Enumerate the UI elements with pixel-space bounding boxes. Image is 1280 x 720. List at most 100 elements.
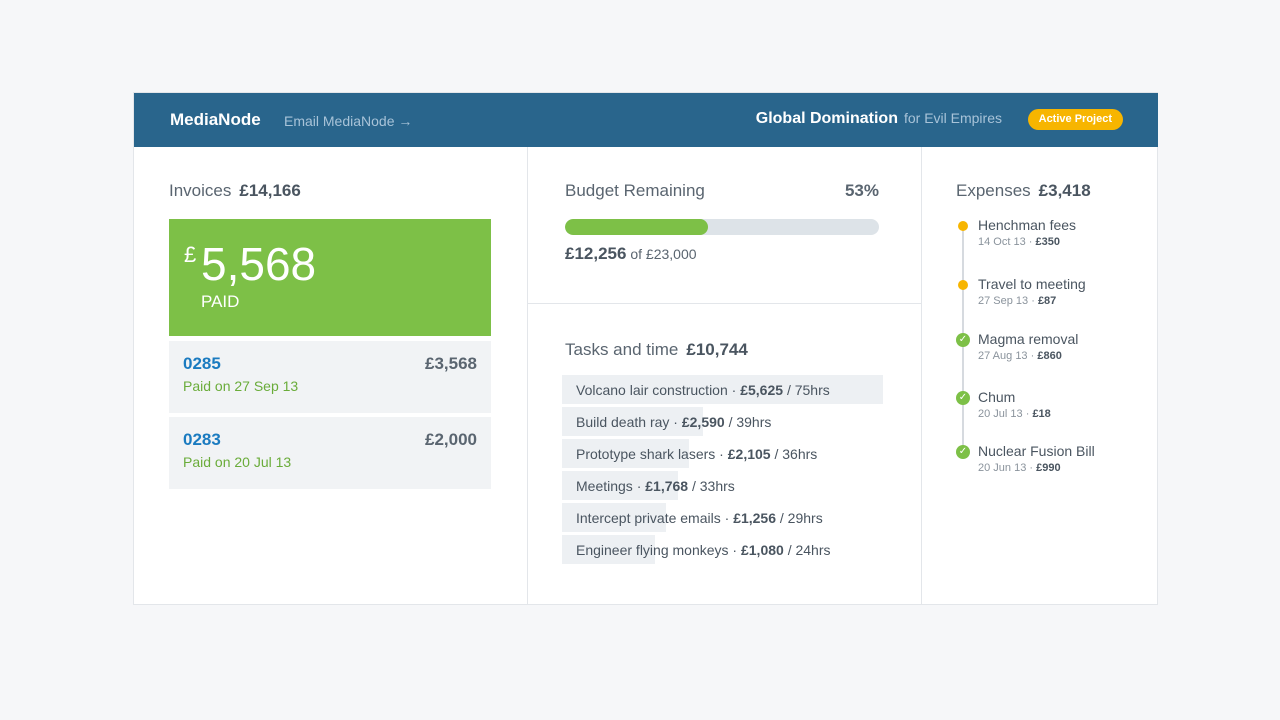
task-text: Build death ray · £2,590 / 39hrs bbox=[576, 414, 772, 430]
task-bar bbox=[562, 471, 678, 500]
paid-label: PAID bbox=[201, 292, 240, 311]
expenses-heading: Expenses £3,418 bbox=[956, 181, 1091, 201]
task-bar bbox=[562, 375, 883, 404]
tasks-title: Tasks and time bbox=[565, 340, 679, 359]
invoice-row[interactable]: 0283 £2,000 Paid on 20 Jul 13 bbox=[169, 417, 491, 489]
pending-dot-icon bbox=[958, 280, 968, 290]
check-circle-icon: ✓ bbox=[956, 333, 970, 347]
email-link[interactable]: Email MediaNode → bbox=[284, 113, 413, 129]
brand-logo[interactable]: MediaNode bbox=[170, 110, 261, 129]
budget-percent: 53% bbox=[844, 181, 879, 200]
paid-summary: £ 5,568 PAID bbox=[169, 219, 491, 336]
task-name: Intercept private emails bbox=[576, 510, 721, 526]
invoice-status: Paid on 27 Sep 13 bbox=[183, 378, 299, 394]
expense-date: 27 Sep 13 · bbox=[978, 295, 1035, 307]
project-name: Global Domination bbox=[755, 110, 898, 127]
expense-meta: 20 Jul 13 · £18 bbox=[978, 408, 1051, 420]
status-badge: Active Project bbox=[1027, 109, 1123, 130]
budget-progress-bar bbox=[565, 219, 879, 235]
task-amount: £2,105 bbox=[727, 446, 771, 462]
section-divider bbox=[528, 303, 922, 304]
pending-dot-icon bbox=[958, 221, 968, 231]
task-hours: / 24hrs bbox=[787, 542, 831, 558]
task-hours: / 39hrs bbox=[728, 414, 772, 430]
task-amount: £1,256 bbox=[733, 510, 777, 526]
invoice-row[interactable]: 0285 £3,568 Paid on 27 Sep 13 bbox=[169, 341, 491, 413]
tasks-total: £10,744 bbox=[686, 340, 748, 359]
project-client: for Evil Empires bbox=[903, 110, 1002, 126]
expense-amount: £350 bbox=[1035, 236, 1060, 248]
task-text: Volcano lair construction · £5,625 / 75h… bbox=[576, 382, 830, 398]
task-hours: / 29hrs bbox=[779, 510, 823, 526]
expense-amount: £18 bbox=[1032, 408, 1051, 420]
expense-amount: £87 bbox=[1037, 295, 1057, 307]
task-name: Prototype shark lasers bbox=[576, 446, 716, 462]
expense-date: 14 Oct 13 · bbox=[978, 236, 1033, 248]
check-circle-icon: ✓ bbox=[956, 391, 970, 405]
task-bar bbox=[562, 439, 689, 468]
task-hours: / 33hrs bbox=[691, 478, 735, 494]
task-row[interactable]: Volcano lair construction · £5,625 / 75h… bbox=[562, 375, 883, 404]
task-name: Volcano lair construction bbox=[576, 382, 728, 398]
check-circle-icon: ✓ bbox=[956, 445, 970, 459]
budget-column: Budget Remaining 53% £12,256 of £23,000 … bbox=[528, 147, 922, 605]
expenses-total: £3,418 bbox=[1038, 181, 1091, 200]
tasks-heading: Tasks and time £10,744 bbox=[565, 340, 748, 360]
invoices-title: Invoices bbox=[169, 181, 232, 200]
task-name: Meetings bbox=[576, 478, 633, 494]
expense-meta: 27 Aug 13 · £860 bbox=[978, 350, 1062, 362]
invoices-total: £14,166 bbox=[239, 181, 301, 200]
expenses-column: Expenses £3,418 Henchman fees 14 Oct 13 · … bbox=[922, 147, 1158, 605]
task-text: Intercept private emails · £1,256 / 29hr… bbox=[576, 510, 823, 526]
task-bar bbox=[562, 535, 655, 564]
task-amount: £2,590 bbox=[681, 414, 725, 430]
task-row[interactable]: Engineer flying monkeys · £1,080 / 24hrs bbox=[562, 535, 883, 564]
task-text: Prototype shark lasers · £2,105 / 36hrs bbox=[576, 446, 818, 462]
invoices-heading: Invoices £14,166 bbox=[169, 181, 301, 201]
task-hours: / 36hrs bbox=[774, 446, 818, 462]
task-bar bbox=[562, 407, 703, 436]
invoice-number[interactable]: 0283 bbox=[183, 430, 221, 449]
invoice-amount: £3,568 bbox=[425, 354, 477, 373]
task-row[interactable]: Build death ray · £2,590 / 39hrs bbox=[562, 407, 883, 436]
expense-amount: £860 bbox=[1037, 350, 1062, 362]
expense-date: 20 Jun 13 · bbox=[978, 462, 1034, 474]
expense-name: Travel to meeting bbox=[978, 276, 1086, 292]
task-text: Engineer flying monkeys · £1,080 / 24hrs bbox=[576, 542, 831, 558]
task-name: Engineer flying monkeys bbox=[576, 542, 729, 558]
expense-amount: £990 bbox=[1036, 462, 1061, 474]
expense-name: Nuclear Fusion Bill bbox=[978, 443, 1095, 459]
task-amount: £5,625 bbox=[740, 382, 784, 398]
expense-meta: 20 Jun 13 · £990 bbox=[978, 462, 1061, 474]
task-amount: £1,080 bbox=[740, 542, 784, 558]
expense-meta: 27 Sep 13 · £87 bbox=[978, 295, 1056, 307]
expense-name: Chum bbox=[978, 389, 1016, 405]
invoices-column: Invoices £14,166 £ 5,568 PAID 0285 £3,568… bbox=[134, 147, 528, 605]
expenses-title: Expenses bbox=[956, 181, 1031, 200]
expense-name: Magma removal bbox=[978, 331, 1079, 347]
task-row[interactable]: Prototype shark lasers · £2,105 / 36hrs bbox=[562, 439, 883, 468]
task-row[interactable]: Meetings · £1,768 / 33hrs bbox=[562, 471, 883, 500]
task-bar bbox=[562, 503, 666, 532]
invoice-number[interactable]: 0285 bbox=[183, 354, 221, 373]
expense-name: Henchman fees bbox=[978, 217, 1077, 233]
dashboard-card: MediaNode Email MediaNode → Global Domin… bbox=[133, 92, 1158, 605]
budget-progress-fill bbox=[565, 219, 708, 235]
task-name: Build death ray bbox=[576, 414, 670, 430]
budget-title: Budget Remaining bbox=[565, 181, 705, 200]
budget-total: of £23,000 bbox=[630, 246, 697, 262]
task-hours: / 75hrs bbox=[786, 382, 830, 398]
task-row[interactable]: Intercept private emails · £1,256 / 29hr… bbox=[562, 503, 883, 532]
invoice-status: Paid on 20 Jul 13 bbox=[183, 454, 292, 470]
paid-currency: £ bbox=[184, 242, 197, 267]
project-title: Global Domination for Evil Empires bbox=[756, 110, 1002, 128]
paid-amount: 5,568 bbox=[201, 238, 317, 290]
invoice-amount: £2,000 bbox=[425, 430, 477, 449]
task-amount: £1,768 bbox=[645, 478, 689, 494]
top-bar: MediaNode Email MediaNode → Global Domin… bbox=[134, 93, 1158, 147]
expense-date: 27 Aug 13 · bbox=[978, 350, 1035, 362]
budget-remaining: £12,256 bbox=[565, 244, 627, 263]
expense-date: 20 Jul 13 · bbox=[978, 408, 1030, 420]
budget-amounts: £12,256 of £23,000 bbox=[565, 244, 697, 264]
task-text: Meetings · £1,768 / 33hrs bbox=[576, 478, 735, 494]
